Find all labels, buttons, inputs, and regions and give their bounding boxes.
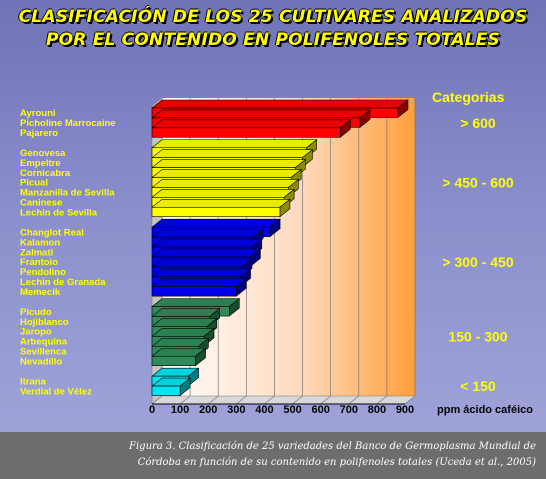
category-label: Lechin de Granada [20, 277, 106, 288]
category-label: Picholine Marrocaine [20, 118, 116, 129]
bar-top [151, 228, 265, 238]
bar-chart: 0 100 200 300 400 500 600 700 800 900 AyrouniPicho… [20, 89, 533, 416]
category-label: Zalmati [20, 247, 53, 258]
category-label: Lechin de Sevilla [20, 207, 98, 218]
gridline-floor [292, 395, 303, 405]
category-label: Hojiblanco [20, 317, 69, 328]
category-label: Memecik [20, 287, 61, 298]
bar-top [151, 328, 215, 337]
bar-top [151, 109, 371, 119]
bar-top [151, 218, 281, 228]
figure-caption-box: Figura 3. Clasificación de 25 variedades… [0, 432, 546, 479]
bar-top [151, 179, 300, 188]
group-range-label: < 150 [460, 378, 496, 394]
x-tick-label: 500 [283, 404, 301, 416]
bar-top [151, 268, 252, 278]
gridline-floor [264, 395, 275, 405]
category-label: Empeltre [20, 158, 61, 169]
plot-floor [151, 395, 416, 405]
bar-top [151, 139, 318, 149]
group-range-label: > 450 - 600 [442, 174, 513, 190]
bar-top [151, 159, 307, 168]
caption-line-1: Figura 3. Clasificación de 25 variedades… [129, 441, 536, 452]
category-label: Caninese [20, 198, 62, 209]
gridline-floor [179, 395, 191, 405]
bar [151, 127, 341, 138]
category-label: Kalamon [20, 237, 60, 248]
x-tick-label: 400 [255, 404, 273, 416]
bar-top [151, 198, 291, 208]
bar-top [151, 298, 241, 307]
category-label: Manzanilla de Sevilla [20, 188, 115, 199]
category-label: Sevillenca [20, 347, 67, 358]
bar-top [151, 318, 218, 327]
bar-top [151, 238, 263, 248]
bar [151, 385, 181, 396]
category-label: Itrana [20, 376, 47, 387]
bar-top [151, 99, 409, 109]
gridline-floor [404, 395, 416, 405]
group-range-label: > 600 [460, 115, 496, 131]
category-label: Frantoio [20, 257, 58, 268]
caption-line-2: Córdoba en función de su contenido en po… [137, 457, 536, 468]
x-tick-label: 100 [171, 404, 189, 416]
chart-title: CLASIFICACIÓN DE LOS 25 CULTIVARES ANALI… [0, 6, 546, 52]
category-label: Picual [20, 178, 48, 189]
category-label: Ayrouni [20, 108, 56, 119]
bar [151, 355, 196, 366]
gridline-floor [151, 395, 163, 405]
figure-caption: Figura 3. Clasificación de 25 variedades… [129, 439, 536, 471]
x-tick-label: 600 [311, 404, 329, 416]
title-line-2: POR EL CONTENIDO EN POLIFENOLES TOTALES [46, 30, 500, 50]
group-range-label: 150 - 300 [448, 328, 507, 344]
category-label: Pajarero [20, 128, 58, 139]
bar-top [151, 248, 262, 258]
x-tick-label: 200 [199, 404, 217, 416]
x-axis-label: ppm ácido caféico [437, 404, 533, 416]
category-label: Cornicabra [20, 168, 71, 179]
gridline-floor [348, 395, 359, 405]
bar-top [151, 189, 295, 198]
title-line-1: CLASIFICACIÓN DE LOS 25 CULTIVARES ANALI… [18, 7, 528, 27]
x-tick-label: 700 [340, 404, 358, 416]
bar-top [151, 308, 221, 317]
gridline-floor [320, 395, 331, 405]
bar [151, 286, 237, 297]
category-label: Genovesa [20, 148, 66, 159]
gridline-floor [236, 395, 247, 405]
bar-top [151, 119, 352, 129]
x-tick-label: 300 [227, 404, 245, 416]
x-tick-label: 900 [396, 404, 414, 416]
category-label: Nevadillo [20, 356, 62, 367]
group-range-label: > 300 - 450 [442, 254, 513, 270]
bar-top [151, 169, 303, 178]
legend-heading: Categorias [432, 89, 505, 105]
gridline-floor [208, 395, 219, 405]
category-label: Jaropo [20, 327, 52, 338]
x-tick-label: 0 [149, 404, 155, 416]
bar [151, 206, 281, 217]
bar-top [151, 258, 253, 268]
bar-top [151, 278, 248, 288]
category-label: Arbequina [20, 337, 68, 348]
category-label: Changlot Real [20, 227, 84, 238]
category-label: Pendolino [20, 267, 66, 278]
category-label: Verdial de Vélez [20, 386, 92, 397]
x-tick-label: 800 [368, 404, 386, 416]
category-label: Picudo [20, 307, 52, 318]
bar-top [151, 149, 314, 158]
gridline-floor [376, 395, 388, 405]
